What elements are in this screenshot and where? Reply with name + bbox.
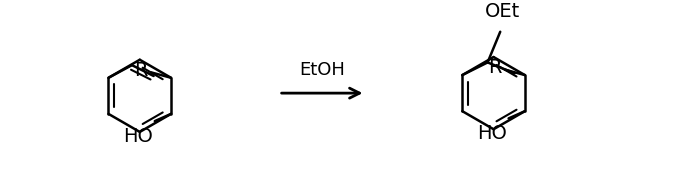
Text: HO: HO — [123, 127, 153, 146]
Text: R: R — [134, 61, 148, 80]
Text: HO: HO — [477, 124, 507, 143]
Text: R: R — [488, 58, 501, 77]
Text: OEt: OEt — [484, 2, 520, 21]
Text: EtOH: EtOH — [299, 61, 345, 79]
